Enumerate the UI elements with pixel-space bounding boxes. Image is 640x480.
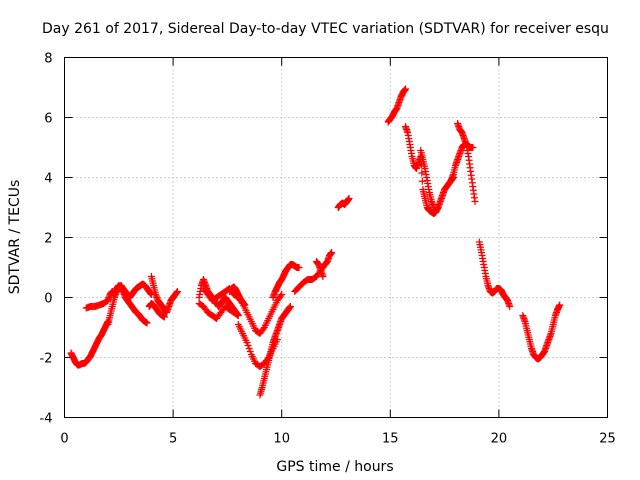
data-point (233, 311, 241, 319)
axis-ticks: 0 5 10 15 20 25 -4 -2 0 2 4 6 8 (40, 52, 616, 447)
series-arc-13 (291, 249, 336, 295)
data-point (418, 169, 426, 177)
data-point (241, 301, 249, 309)
data-point (469, 144, 477, 151)
data-point (286, 303, 294, 310)
data-point (234, 312, 242, 319)
data-point (319, 273, 327, 280)
data-point (430, 204, 438, 211)
series-arc-18 (417, 147, 438, 211)
x-tick-label: 10 (273, 432, 290, 447)
chart-title: Day 261 of 2017, Sidereal Day-to-day VTE… (42, 21, 609, 37)
y-tick-label: 0 (44, 292, 52, 307)
data-point (345, 195, 353, 202)
y-tick-label: -4 (40, 412, 53, 427)
series-arc-5 (145, 300, 168, 321)
data-point (418, 177, 426, 185)
x-tick-label: 15 (382, 432, 399, 447)
series-arc-15 (334, 195, 353, 211)
x-tick-label: 20 (491, 432, 508, 447)
data-point (244, 342, 252, 349)
data-point (278, 291, 286, 298)
y-tick-label: -2 (40, 352, 53, 367)
x-tick-label: 5 (169, 432, 177, 447)
data-point (556, 301, 564, 309)
series-arc-21 (475, 238, 514, 310)
y-tick-label: 2 (44, 232, 52, 247)
series-arc-12 (269, 261, 303, 301)
y-tick-label: 4 (44, 172, 52, 187)
series-arc-3 (104, 280, 155, 328)
data-point (328, 249, 336, 256)
x-tick-label: 25 (599, 432, 616, 447)
series-arc-11 (256, 303, 294, 399)
data-point (243, 339, 251, 346)
series-arc-14 (312, 258, 327, 280)
series-arc-20 (454, 120, 479, 205)
y-axis-label: SDTVAR / TECUs (7, 180, 23, 295)
series-arc-22 (519, 301, 564, 363)
y-tick-label: 8 (44, 52, 52, 67)
data-point (471, 198, 479, 205)
data-point (506, 303, 514, 310)
series-arc-1 (67, 318, 112, 369)
data-points (67, 85, 564, 399)
series-arc-7 (195, 300, 242, 322)
plot-frame (64, 57, 608, 418)
y-tick-label: 6 (44, 112, 52, 127)
data-point (160, 313, 168, 321)
x-axis-label: GPS time / hours (276, 459, 393, 475)
series-arc-16 (384, 85, 410, 126)
series-arc-4 (147, 273, 181, 316)
data-point (295, 264, 303, 271)
x-tick-label: 0 (60, 432, 68, 447)
data-point (246, 348, 254, 355)
data-point (173, 288, 181, 295)
data-point (245, 345, 253, 352)
grid (64, 57, 608, 418)
data-point (277, 292, 285, 300)
data-point (402, 85, 410, 93)
series-arc-9 (226, 283, 249, 309)
data-point (259, 325, 267, 333)
data-point (143, 319, 151, 327)
